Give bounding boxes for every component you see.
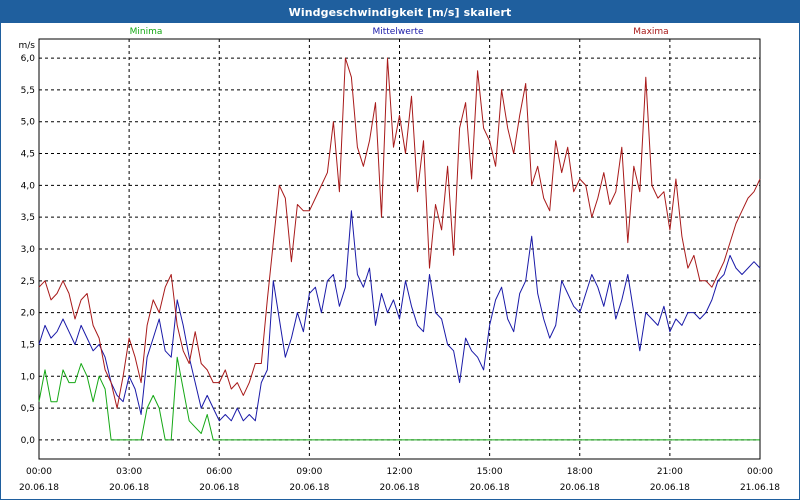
x-tick-date: 20.06.18 — [560, 483, 600, 493]
y-tick-label: 0,5 — [21, 404, 35, 414]
y-tick-label: 6,0 — [21, 54, 36, 64]
series — [38, 57, 761, 441]
x-tick-time: 09:00 — [296, 467, 322, 477]
x-tick-date: 20.06.18 — [379, 483, 419, 493]
x-tick-date: 20.06.18 — [199, 483, 239, 493]
x-tick-date: 20.06.18 — [109, 483, 149, 493]
y-tick-label: 2,0 — [21, 309, 36, 319]
x-tick-date: 20.06.18 — [289, 483, 329, 493]
y-tick-label: 5,0 — [21, 118, 36, 128]
legend-minima: Minima — [130, 27, 163, 37]
window-title: Windgeschwindigkeit [m/s] skaliert — [1, 1, 799, 23]
x-tick-time: 21:00 — [657, 467, 683, 477]
series-line-maxima — [38, 57, 761, 409]
x-tick-time: 12:00 — [387, 467, 413, 477]
wind-speed-chart: 0,0 0,5 1,0 1,5 2,0 2,5 3,0 3,5 4,0 4,5 5,0 5,5 6,0 m… — [19, 27, 781, 493]
y-tick-label: 1,5 — [21, 340, 35, 350]
x-tick-time: 06:00 — [206, 467, 232, 477]
x-tick-time: 15:00 — [477, 467, 503, 477]
y-tick-label: 1,0 — [21, 372, 36, 382]
y-tick-label: 4,0 — [21, 181, 36, 191]
y-tick-label: 0,0 — [21, 436, 36, 446]
x-tick-time: 18:00 — [567, 467, 593, 477]
x-tick-time: 00:00 — [26, 467, 52, 477]
series-line-mittelwerte — [38, 210, 761, 422]
x-tick-time: 03:00 — [116, 467, 142, 477]
axes: 0,0 0,5 1,0 1,5 2,0 2,5 3,0 3,5 4,0 4,5 5,0 5,5 6,0 m… — [19, 38, 780, 493]
y-tick-label: 4,5 — [21, 150, 35, 160]
grid — [39, 39, 760, 459]
y-tick-label: 3,0 — [21, 245, 36, 255]
legend-maxima: Maxima — [633, 27, 668, 37]
legend-mittelwerte: Mittelwerte — [372, 27, 423, 37]
x-tick-date: 20.06.18 — [470, 483, 510, 493]
y-tick-label: 5,5 — [21, 86, 35, 96]
x-tick-date: 20.06.18 — [19, 483, 59, 493]
y-tick-label: 3,5 — [21, 213, 35, 223]
x-tick-date: 21.06.18 — [740, 483, 780, 493]
series-line-minima — [38, 356, 760, 441]
plot-frame — [38, 38, 761, 460]
y-axis-unit: m/s — [19, 41, 36, 51]
x-tick-date: 20.06.18 — [650, 483, 690, 493]
x-tick-time: 00:00 — [747, 467, 773, 477]
y-tick-label: 2,5 — [21, 277, 35, 287]
legend: Minima Mittelwerte Maxima — [130, 27, 669, 37]
